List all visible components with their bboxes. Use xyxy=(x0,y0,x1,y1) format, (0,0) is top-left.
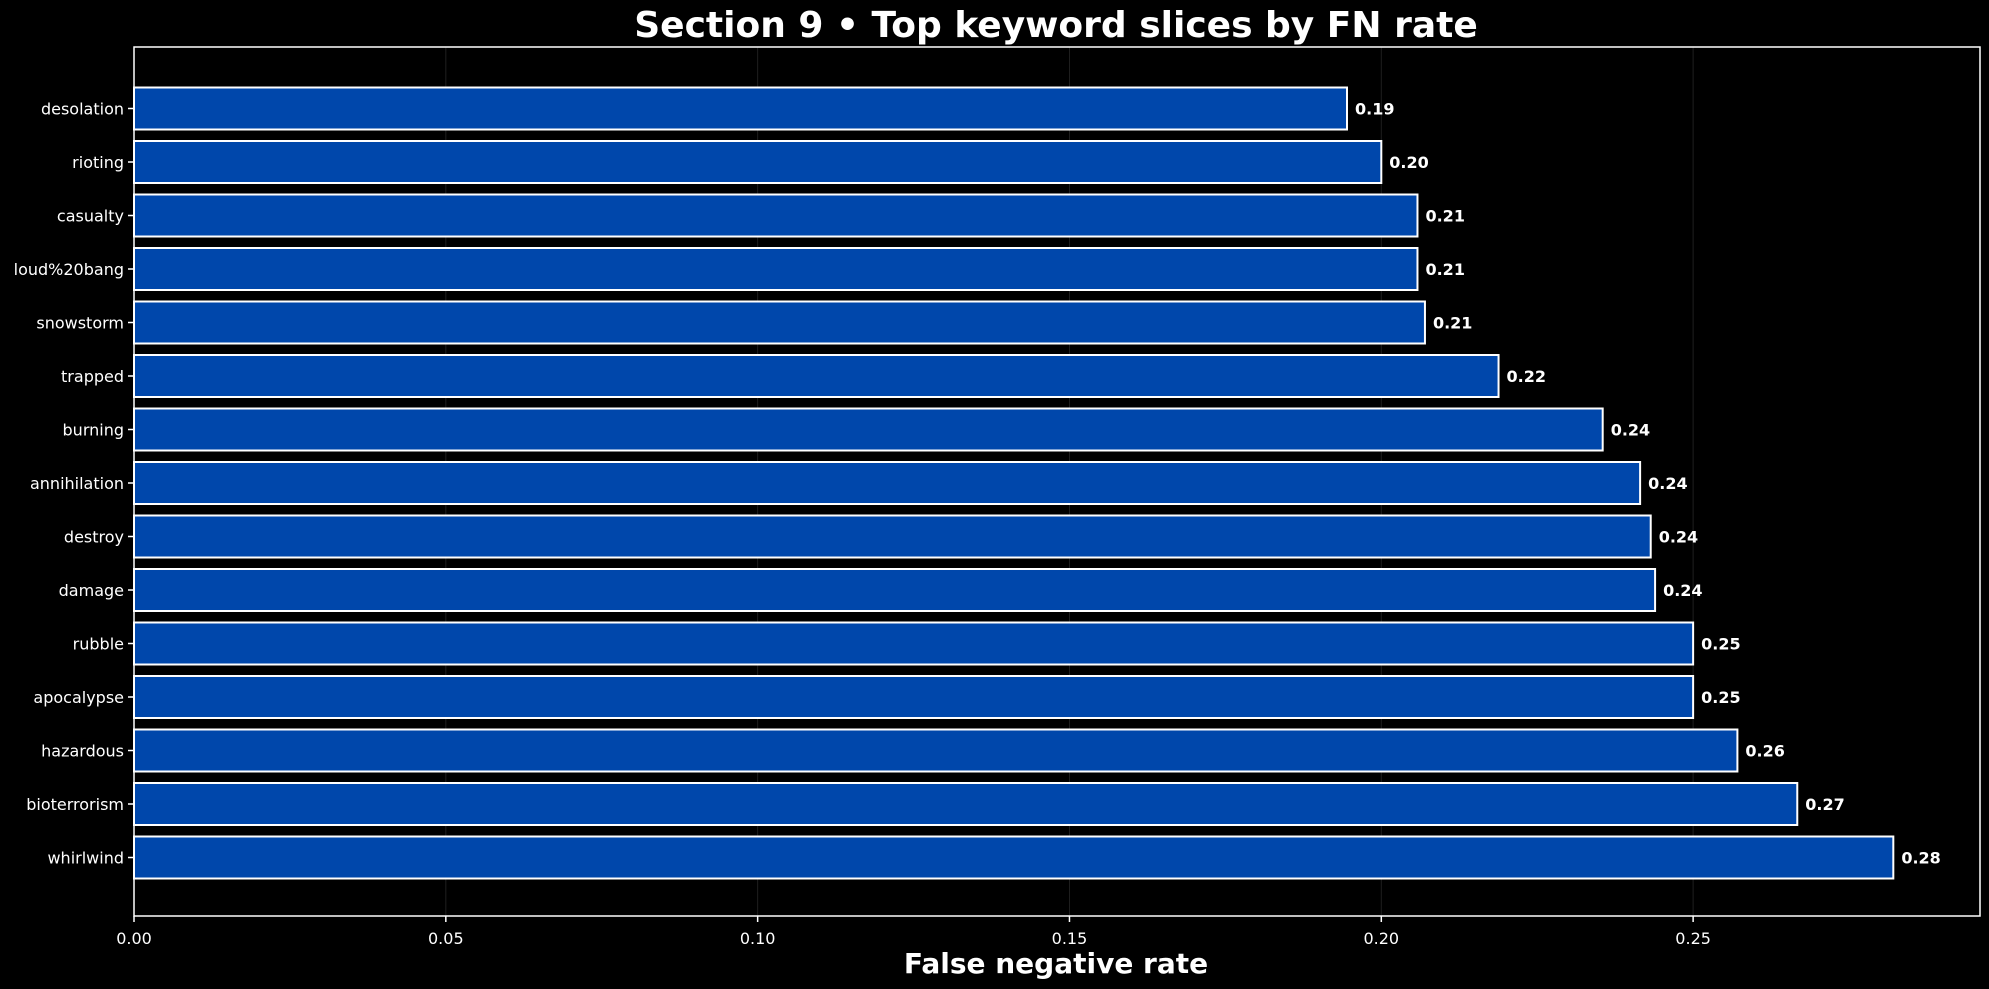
data-label: 0.19 xyxy=(1355,100,1394,119)
bar-rubble xyxy=(133,621,1695,666)
category-label: snowstorm xyxy=(36,314,124,333)
category-label: apocalypse xyxy=(33,688,124,707)
bar-snowstorm xyxy=(133,300,1426,345)
bar-casualty xyxy=(133,193,1419,238)
category-label: bioterrorism xyxy=(26,795,124,814)
data-labels: 0.19 0.20 0.21 0.21 0.21 0.22 0.24 0.24 0.24 0.24… xyxy=(1355,100,1941,868)
plot-frame xyxy=(133,46,1981,917)
bar-trapped xyxy=(133,354,1500,398)
data-label: 0.24 xyxy=(1663,581,1702,600)
bar-damage xyxy=(133,568,1657,612)
data-label: 0.25 xyxy=(1701,635,1740,654)
x-tick-label: 0.15 xyxy=(1052,929,1088,948)
category-label: whirlwind xyxy=(47,849,124,868)
x-tick-label: 0.25 xyxy=(1675,929,1711,948)
category-labels: desolation rioting casualty loud%20bang snow… xyxy=(14,100,134,868)
data-label: 0.20 xyxy=(1389,153,1428,172)
category-label: rubble xyxy=(73,635,124,654)
x-axis-ticks: 0.00 0.05 0.10 0.15 0.20 0.25 xyxy=(116,916,1711,948)
x-axis-label: False negative rate xyxy=(904,947,1208,980)
bar-loud-20bang xyxy=(133,247,1419,291)
data-label: 0.21 xyxy=(1425,260,1464,279)
data-label: 0.21 xyxy=(1433,314,1472,333)
category-label: casualty xyxy=(57,207,124,226)
x-tick-label: 0.10 xyxy=(740,929,776,948)
category-label: desolation xyxy=(41,100,124,119)
category-label: damage xyxy=(59,581,124,600)
x-tick-label: 0.00 xyxy=(116,929,152,948)
bar-annihilation xyxy=(133,461,1642,505)
data-label: 0.26 xyxy=(1745,742,1784,761)
x-tick-label: 0.20 xyxy=(1363,929,1399,948)
bar-destroy xyxy=(133,514,1652,559)
bar-burning xyxy=(133,407,1604,452)
bar-rioting xyxy=(133,140,1383,184)
category-label: loud%20bang xyxy=(14,260,124,279)
category-label: destroy xyxy=(64,528,124,547)
data-label: 0.24 xyxy=(1659,528,1698,547)
category-label: trapped xyxy=(61,367,124,386)
chart-title: Section 9 • Top keyword slices by FN rat… xyxy=(634,5,1478,46)
bar-bioterrorism xyxy=(133,782,1799,826)
category-label: annihilation xyxy=(30,474,124,493)
data-label: 0.25 xyxy=(1701,688,1740,707)
bar-series xyxy=(133,86,1895,880)
data-label: 0.21 xyxy=(1425,207,1464,226)
data-label: 0.24 xyxy=(1648,474,1687,493)
data-label: 0.27 xyxy=(1805,795,1844,814)
bar-apocalypse xyxy=(133,675,1695,719)
category-label: hazardous xyxy=(41,742,124,761)
category-label: burning xyxy=(63,421,124,440)
bar-whirlwind xyxy=(133,835,1895,880)
data-label: 0.28 xyxy=(1901,849,1940,868)
data-label: 0.24 xyxy=(1611,421,1650,440)
data-label: 0.22 xyxy=(1507,367,1546,386)
bar-desolation xyxy=(133,86,1348,131)
x-tick-label: 0.05 xyxy=(428,929,464,948)
category-label: rioting xyxy=(72,153,124,172)
bar-hazardous xyxy=(133,728,1739,773)
